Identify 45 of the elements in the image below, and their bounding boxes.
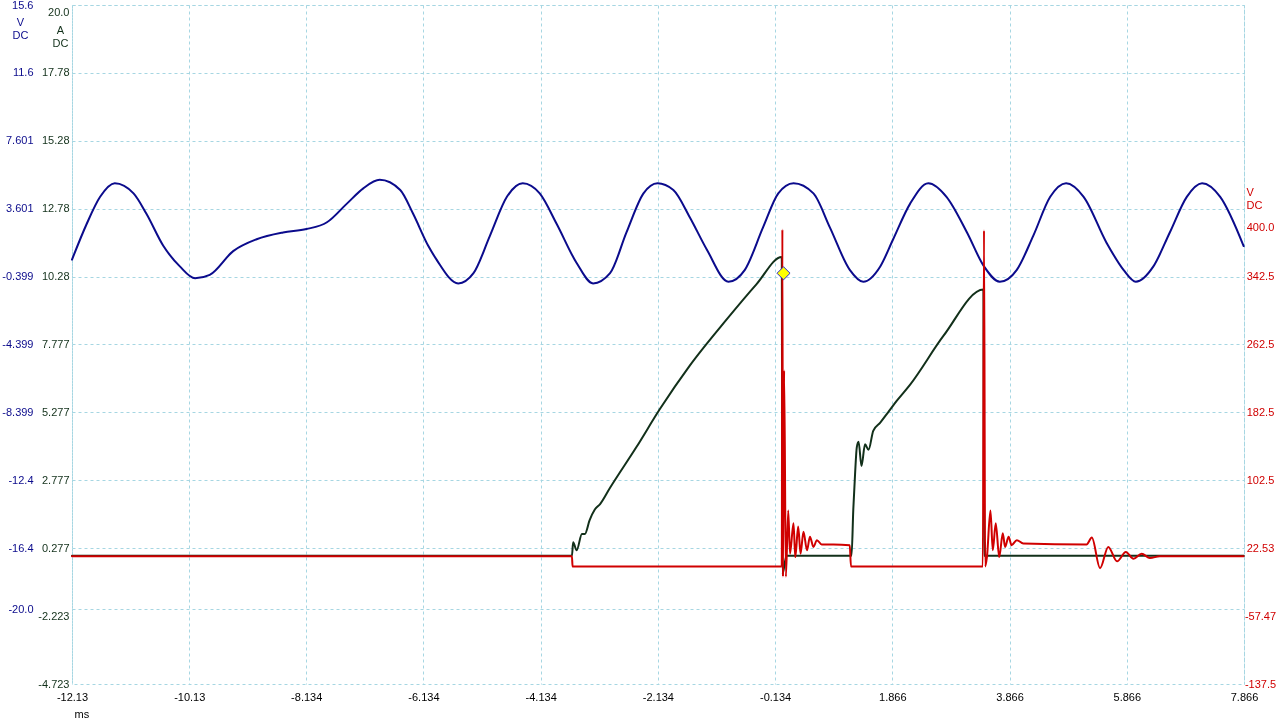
y3-tick-label: 20.0 <box>48 6 70 19</box>
x-tick-label: 1.866 <box>879 690 907 703</box>
x-tick-label: -0.134 <box>760 690 792 703</box>
y3-tick-label: 2.777 <box>41 473 70 486</box>
y-tick-label: 3.601 <box>5 202 34 215</box>
x-axis-title: ms <box>74 707 90 720</box>
x-tick-label: 5.866 <box>1113 690 1142 703</box>
y3-tick-label: 15.28 <box>41 134 70 147</box>
x-tick-label: -10.13 <box>174 690 206 703</box>
x-tick-label: -6.134 <box>408 690 440 703</box>
y3-tick-label: 5.277 <box>41 405 70 418</box>
y2-tick-label: 262.5 <box>1246 338 1275 350</box>
y2-tick-label: -57.47 <box>1244 609 1277 622</box>
y-tick-label: 7.601 <box>5 134 34 147</box>
y-axis-title: V DC <box>12 15 29 41</box>
y3-tick-label: 12.78 <box>41 202 70 215</box>
y2-tick-label: 102.5 <box>1246 473 1275 486</box>
y2-tick-label: 22.53 <box>1246 541 1275 554</box>
y-tick-label: -16.4 <box>8 541 34 554</box>
y2-axis-title: V DC <box>1246 185 1263 211</box>
x-tick-label: -2.134 <box>642 690 674 703</box>
y3-tick-label: 0.277 <box>41 541 70 554</box>
line-series <box>71 178 1245 285</box>
x-tick-label: -8.134 <box>291 690 323 703</box>
y-tick-label: 15.6 <box>12 0 34 11</box>
x-tick-label: 7.866 <box>1230 690 1259 703</box>
x-tick-label: 3.866 <box>996 690 1024 703</box>
y-tick-label: -12.4 <box>8 473 34 486</box>
y3-tick-label: -2.223 <box>38 609 70 622</box>
y2-tick-label: 342.5 <box>1246 270 1275 283</box>
y3-tick-label: 7.777 <box>41 338 70 350</box>
y-tick-label: -20.0 <box>8 602 34 615</box>
y-tick-label: -0.399 <box>2 270 34 283</box>
y-tick-label: -8.399 <box>2 405 34 418</box>
y3-axis-title: A DC <box>52 23 69 49</box>
x-tick-label: -4.134 <box>525 690 557 703</box>
y2-tick-label: 400.0 <box>1246 221 1275 234</box>
y-tick-label: 11.6 <box>12 66 34 79</box>
y2-tick-label: 182.5 <box>1246 405 1275 418</box>
x-tick-label: -12.13 <box>56 690 89 703</box>
y3-tick-label: 17.78 <box>41 66 70 79</box>
y3-tick-label: -4.723 <box>38 677 70 690</box>
y2-tick-label: -137.5 <box>1244 677 1277 690</box>
y-tick-label: -4.399 <box>2 337 34 350</box>
y3-tick-label: 10.28 <box>41 270 70 283</box>
